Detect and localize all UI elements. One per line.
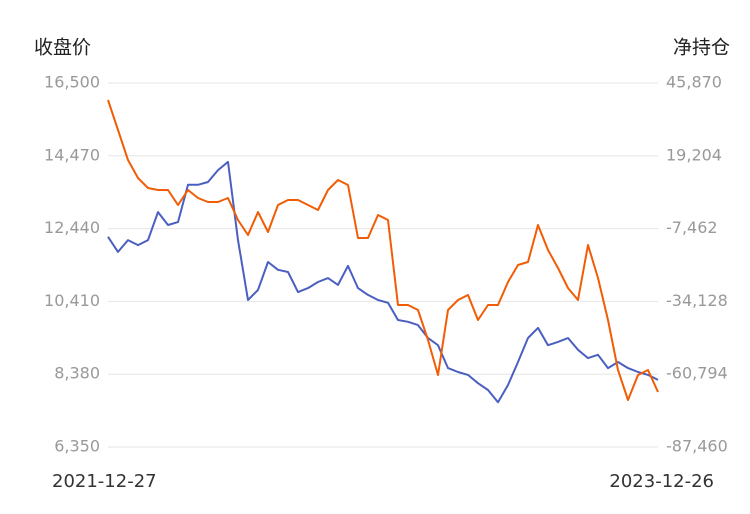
series-line <box>107 99 659 401</box>
y2-tick-label: 19,204 <box>666 145 722 164</box>
y2-tick-label: 45,870 <box>666 73 722 92</box>
y-tick-label: 8,380 <box>54 364 100 383</box>
series-line <box>107 160 659 404</box>
x-tick-label: 2021-12-27 <box>52 471 157 492</box>
y-tick-label: 10,410 <box>44 291 100 310</box>
y-axis-title: 收盘价 <box>34 37 91 59</box>
y2-tick-label: -7,462 <box>666 218 718 237</box>
y-tick-label: 6,350 <box>54 437 100 456</box>
y-tick-label: 16,500 <box>44 73 100 92</box>
x-tick-label: 2023-12-26 <box>609 471 714 492</box>
y2-tick-label: -34,128 <box>666 291 728 310</box>
y2-axis-title: 净持仓 <box>673 37 730 59</box>
y-tick-label: 12,440 <box>44 218 100 237</box>
y2-tick-label: -87,460 <box>666 437 728 456</box>
y2-tick-label: -60,794 <box>666 364 728 383</box>
y-tick-label: 14,470 <box>44 145 100 164</box>
